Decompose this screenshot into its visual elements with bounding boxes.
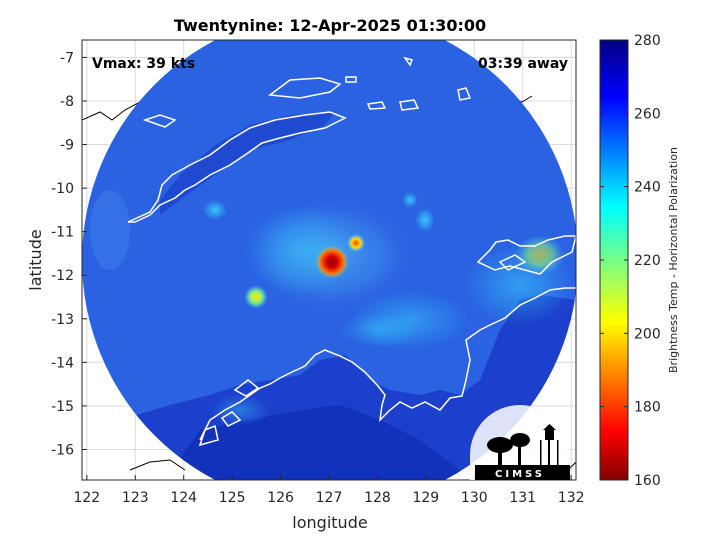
x-tick-label: 126: [267, 490, 294, 506]
colorbar: [599, 39, 629, 481]
x-tick-label: 123: [122, 490, 149, 506]
y-tick-label: -11: [51, 225, 74, 241]
logo-text: CIMSS: [495, 469, 545, 480]
brightness-temp-swath: [82, 40, 576, 480]
warm-core-main: [316, 246, 348, 278]
y-tick-label: -14: [51, 355, 74, 371]
x-tick-label: 132: [558, 490, 585, 506]
y-tick-label: -13: [51, 312, 74, 328]
warm-core-west: [244, 285, 268, 309]
colorbar-tick-label: 280: [634, 33, 661, 49]
x-tick-label: 124: [170, 490, 197, 506]
y-axis-label: latitude: [26, 229, 45, 290]
x-axis-label: longitude: [292, 513, 367, 532]
y-tick-label: -15: [51, 399, 74, 415]
y-tick-label: -7: [60, 50, 74, 66]
x-tick-label: 129: [412, 490, 439, 506]
colorbar-tick-label: 180: [634, 400, 661, 416]
cimss-logo: CIMSS: [470, 405, 570, 480]
warm-core-secondary: [347, 234, 365, 252]
x-tick-label: 131: [509, 490, 536, 506]
chart-title: Twentynine: 12-Apr-2025 01:30:00: [174, 16, 486, 35]
time-away-label: 03:39 away: [478, 56, 568, 72]
colorbar-tick-label: 240: [634, 180, 661, 196]
y-tick-label: -12: [51, 268, 74, 284]
coastlines: [127, 56, 576, 447]
x-tick-label: 128: [364, 490, 391, 506]
colorbar-tick-label: 220: [634, 253, 661, 269]
colorbar-tick-label: 260: [634, 106, 661, 122]
x-tick-label: 122: [73, 490, 100, 506]
y-tick-label: -8: [60, 94, 74, 110]
y-tick-label: -9: [60, 138, 74, 154]
colorbar-label: Brightness Temp - Horizontal Polarizatio…: [667, 147, 680, 373]
y-tick-label: -16: [51, 443, 74, 459]
x-tick-label: 125: [219, 490, 246, 506]
y-axis: -7 -8 -9 -10 -11 -12 -13 -14 -15 -16: [51, 50, 87, 459]
x-axis: 122 123 124 125 126 127 128 129 130 131 132: [73, 475, 585, 506]
x-tick-label: 130: [461, 490, 488, 506]
vmax-label: Vmax: 39 kts: [92, 56, 195, 72]
x-tick-label: 127: [316, 490, 343, 506]
colorbar-tick-label: 200: [634, 326, 661, 342]
colorbar-ticks: 160 180 200 220 240 260 280: [600, 33, 661, 489]
y-tick-label: -10: [51, 181, 74, 197]
colorbar-tick-label: 160: [634, 473, 661, 489]
